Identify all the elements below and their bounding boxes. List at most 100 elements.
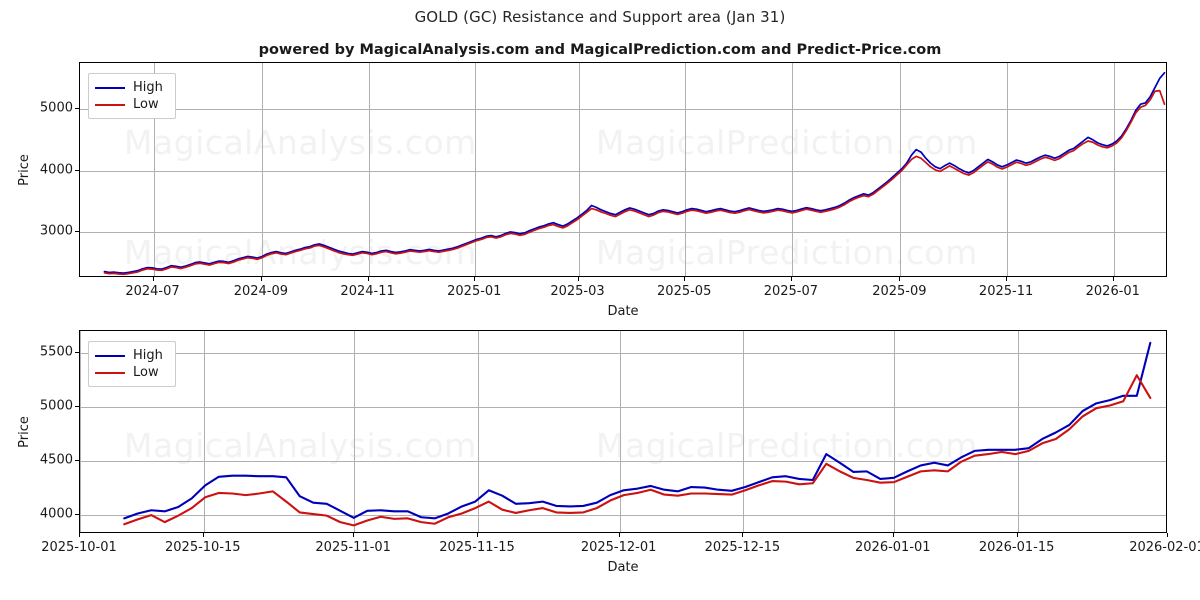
x-axis-tickmark	[152, 277, 154, 281]
x-axis-tickmark	[477, 533, 478, 537]
x-axis-tickmark	[474, 277, 476, 281]
x-axis-tickmark	[367, 277, 369, 281]
x-axis-tick-label: 2025-11-01	[315, 540, 391, 555]
legend-line-high	[95, 86, 125, 89]
x-axis-tick-label: 2026-01	[1085, 284, 1140, 299]
y-axis-tickmark	[75, 513, 79, 515]
gridline-vertical	[203, 331, 205, 532]
gridline-vertical	[1113, 63, 1115, 276]
legend-line-high	[95, 354, 125, 357]
x-axis-tick-label: 2025-12-15	[704, 540, 781, 555]
legend-item-high-detail: High	[95, 347, 167, 364]
y-axis-tick-label: 5500	[39, 344, 73, 360]
legend-label-low: Low	[133, 97, 159, 112]
y-axis-tick-label: 3000	[39, 223, 73, 239]
gridline-vertical	[1017, 331, 1019, 532]
gridline-horizontal	[80, 406, 1166, 408]
gridline-vertical	[475, 63, 477, 276]
legend-item-high: High	[95, 79, 167, 96]
x-axis-tick-label: 2025-03	[550, 284, 605, 299]
watermark-magicalprediction: MagicalPrediction.com	[596, 123, 978, 162]
x-axis-tick-label: 2025-07	[763, 284, 819, 299]
detail-chart-axes: MagicalAnalysis.com MagicalPrediction.co…	[79, 330, 1167, 533]
gridline-horizontal	[80, 231, 1166, 233]
series-line-low	[123, 374, 1152, 527]
x-axis-tick-label: 2025-11	[978, 284, 1034, 299]
y-axis-tick-label: 4500	[39, 452, 73, 468]
x-axis-tickmark	[618, 533, 620, 537]
x-axis-tickmark	[577, 277, 579, 281]
x-axis-tick-label: 2024-11	[340, 284, 395, 299]
x-axis-tick-label: 2024-09	[233, 284, 289, 299]
x-axis-tick-label: 2025-12-01	[580, 540, 657, 555]
gridline-vertical	[743, 331, 745, 532]
x-axis-tick-label: 2025-10-15	[165, 540, 241, 555]
x-axis-tick-label: 2026-01-01	[855, 540, 931, 555]
x-axis-tick-label: 2025-10-01	[41, 540, 117, 555]
series-plot-area	[103, 71, 1166, 276]
gridline-vertical	[893, 331, 895, 532]
gridline-vertical	[685, 63, 687, 276]
legend-item-low-detail: Low	[95, 364, 167, 381]
page-title: GOLD (GC) Resistance and Support area (J…	[414, 8, 786, 26]
gridline-horizontal	[80, 109, 1166, 111]
y-axis-tickmark	[75, 351, 79, 353]
x-axis-tickmark	[79, 533, 80, 537]
gridline-vertical	[368, 63, 370, 276]
series-plot-area	[123, 341, 1152, 527]
y-axis-tick-label: 4000	[39, 162, 73, 177]
x-axis-tick-label: 2025-09	[872, 284, 927, 299]
legend-line-low	[95, 103, 125, 106]
y-axis-tickmark	[75, 405, 79, 407]
series-line-high	[123, 341, 1152, 520]
watermark-magicalanalysis: MagicalAnalysis.com	[124, 123, 477, 162]
gridline-horizontal	[80, 170, 1166, 172]
gridline-vertical	[791, 63, 793, 276]
x-axis-label: Date	[607, 304, 639, 319]
x-axis-tickmark	[1016, 533, 1018, 537]
gridline-horizontal	[80, 514, 1166, 516]
detail-chart-legend: High Low	[88, 341, 176, 387]
gridline-vertical	[1007, 63, 1009, 276]
x-axis-tickmark	[684, 277, 686, 281]
overview-chart-legend: High Low	[88, 73, 176, 119]
gridline-horizontal	[80, 352, 1166, 354]
x-axis-tickmark	[742, 533, 744, 537]
x-axis-tickmark	[1006, 277, 1008, 281]
y-axis-tickmark	[75, 230, 79, 232]
x-axis-tickmark	[202, 533, 204, 537]
x-axis-tickmark	[790, 277, 792, 281]
x-axis-tickmark	[260, 277, 262, 281]
gridline-horizontal	[80, 460, 1166, 462]
gridline-vertical	[619, 331, 621, 532]
legend-label-low: Low	[133, 365, 159, 380]
y-axis-label: Price	[17, 153, 32, 186]
gridline-vertical	[478, 331, 479, 532]
gridline-vertical	[261, 63, 263, 276]
x-axis-tick-label: 2024-07	[125, 284, 180, 299]
y-axis-tickmark	[75, 108, 79, 110]
watermark-magicalprediction-2: MagicalPrediction.com	[596, 233, 978, 272]
y-axis-tick-label: 4000	[39, 506, 73, 522]
x-axis-tick-label: 2026-01-15	[978, 540, 1055, 555]
overview-chart-axes: MagicalAnalysis.com MagicalPrediction.co…	[79, 62, 1167, 277]
y-axis-tickmark	[75, 169, 79, 171]
x-axis-tickmark	[899, 277, 901, 281]
y-axis-tickmark	[75, 459, 79, 461]
x-axis-tick-label: 2025-01	[447, 284, 502, 299]
x-axis-tickmark	[353, 533, 355, 537]
legend-line-low	[95, 371, 125, 374]
gridline-vertical	[354, 331, 356, 532]
legend-label-high: High	[133, 348, 163, 363]
gridline-vertical	[578, 63, 580, 276]
x-axis-tick-label: 2025-05	[657, 284, 712, 299]
page-subtitle: powered by MagicalAnalysis.com and Magic…	[258, 42, 942, 58]
x-axis-tickmark	[892, 533, 894, 537]
y-axis-tick-label: 5000	[39, 398, 73, 414]
y-axis-tick-label: 5000	[39, 100, 73, 116]
gridline-vertical	[80, 331, 81, 532]
x-axis-tickmark	[1112, 277, 1114, 281]
series-line-low	[103, 89, 1166, 276]
watermark-magicalanalysis-3: MagicalAnalysis.com	[124, 426, 477, 465]
